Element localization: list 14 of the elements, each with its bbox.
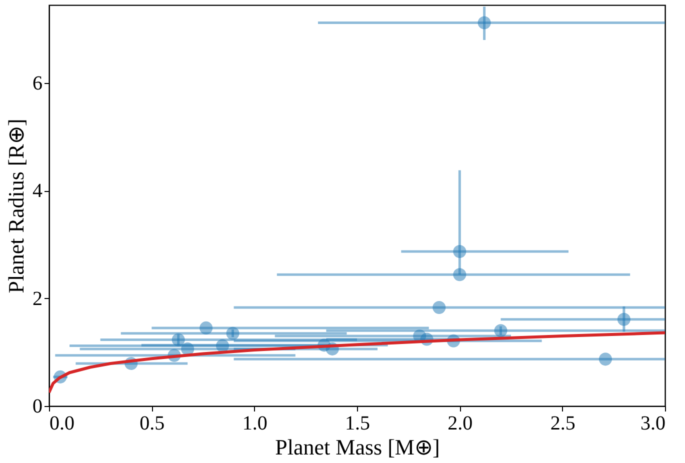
x-tick-label: 1.0 xyxy=(242,412,268,434)
x-axis-title: Planet Mass [M⊕] xyxy=(275,434,440,460)
y-tick-label: 2 xyxy=(32,288,42,310)
line-series xyxy=(49,331,665,394)
y-tick-label: 4 xyxy=(32,180,42,202)
x-tick-label: 0.0 xyxy=(50,412,74,434)
y-tick-label: 6 xyxy=(32,72,42,95)
x-tick-label: 2.0 xyxy=(448,412,473,434)
x-tick-label: 0.5 xyxy=(140,412,165,434)
x-tick-label: 1.5 xyxy=(345,412,370,434)
y-tick-label: 0 xyxy=(32,396,42,418)
x-tick-label: 3.0 xyxy=(640,412,666,434)
x-tick-label: 2.5 xyxy=(550,412,576,434)
y-axis-title: Planet Radius [R⊕] xyxy=(4,118,28,294)
